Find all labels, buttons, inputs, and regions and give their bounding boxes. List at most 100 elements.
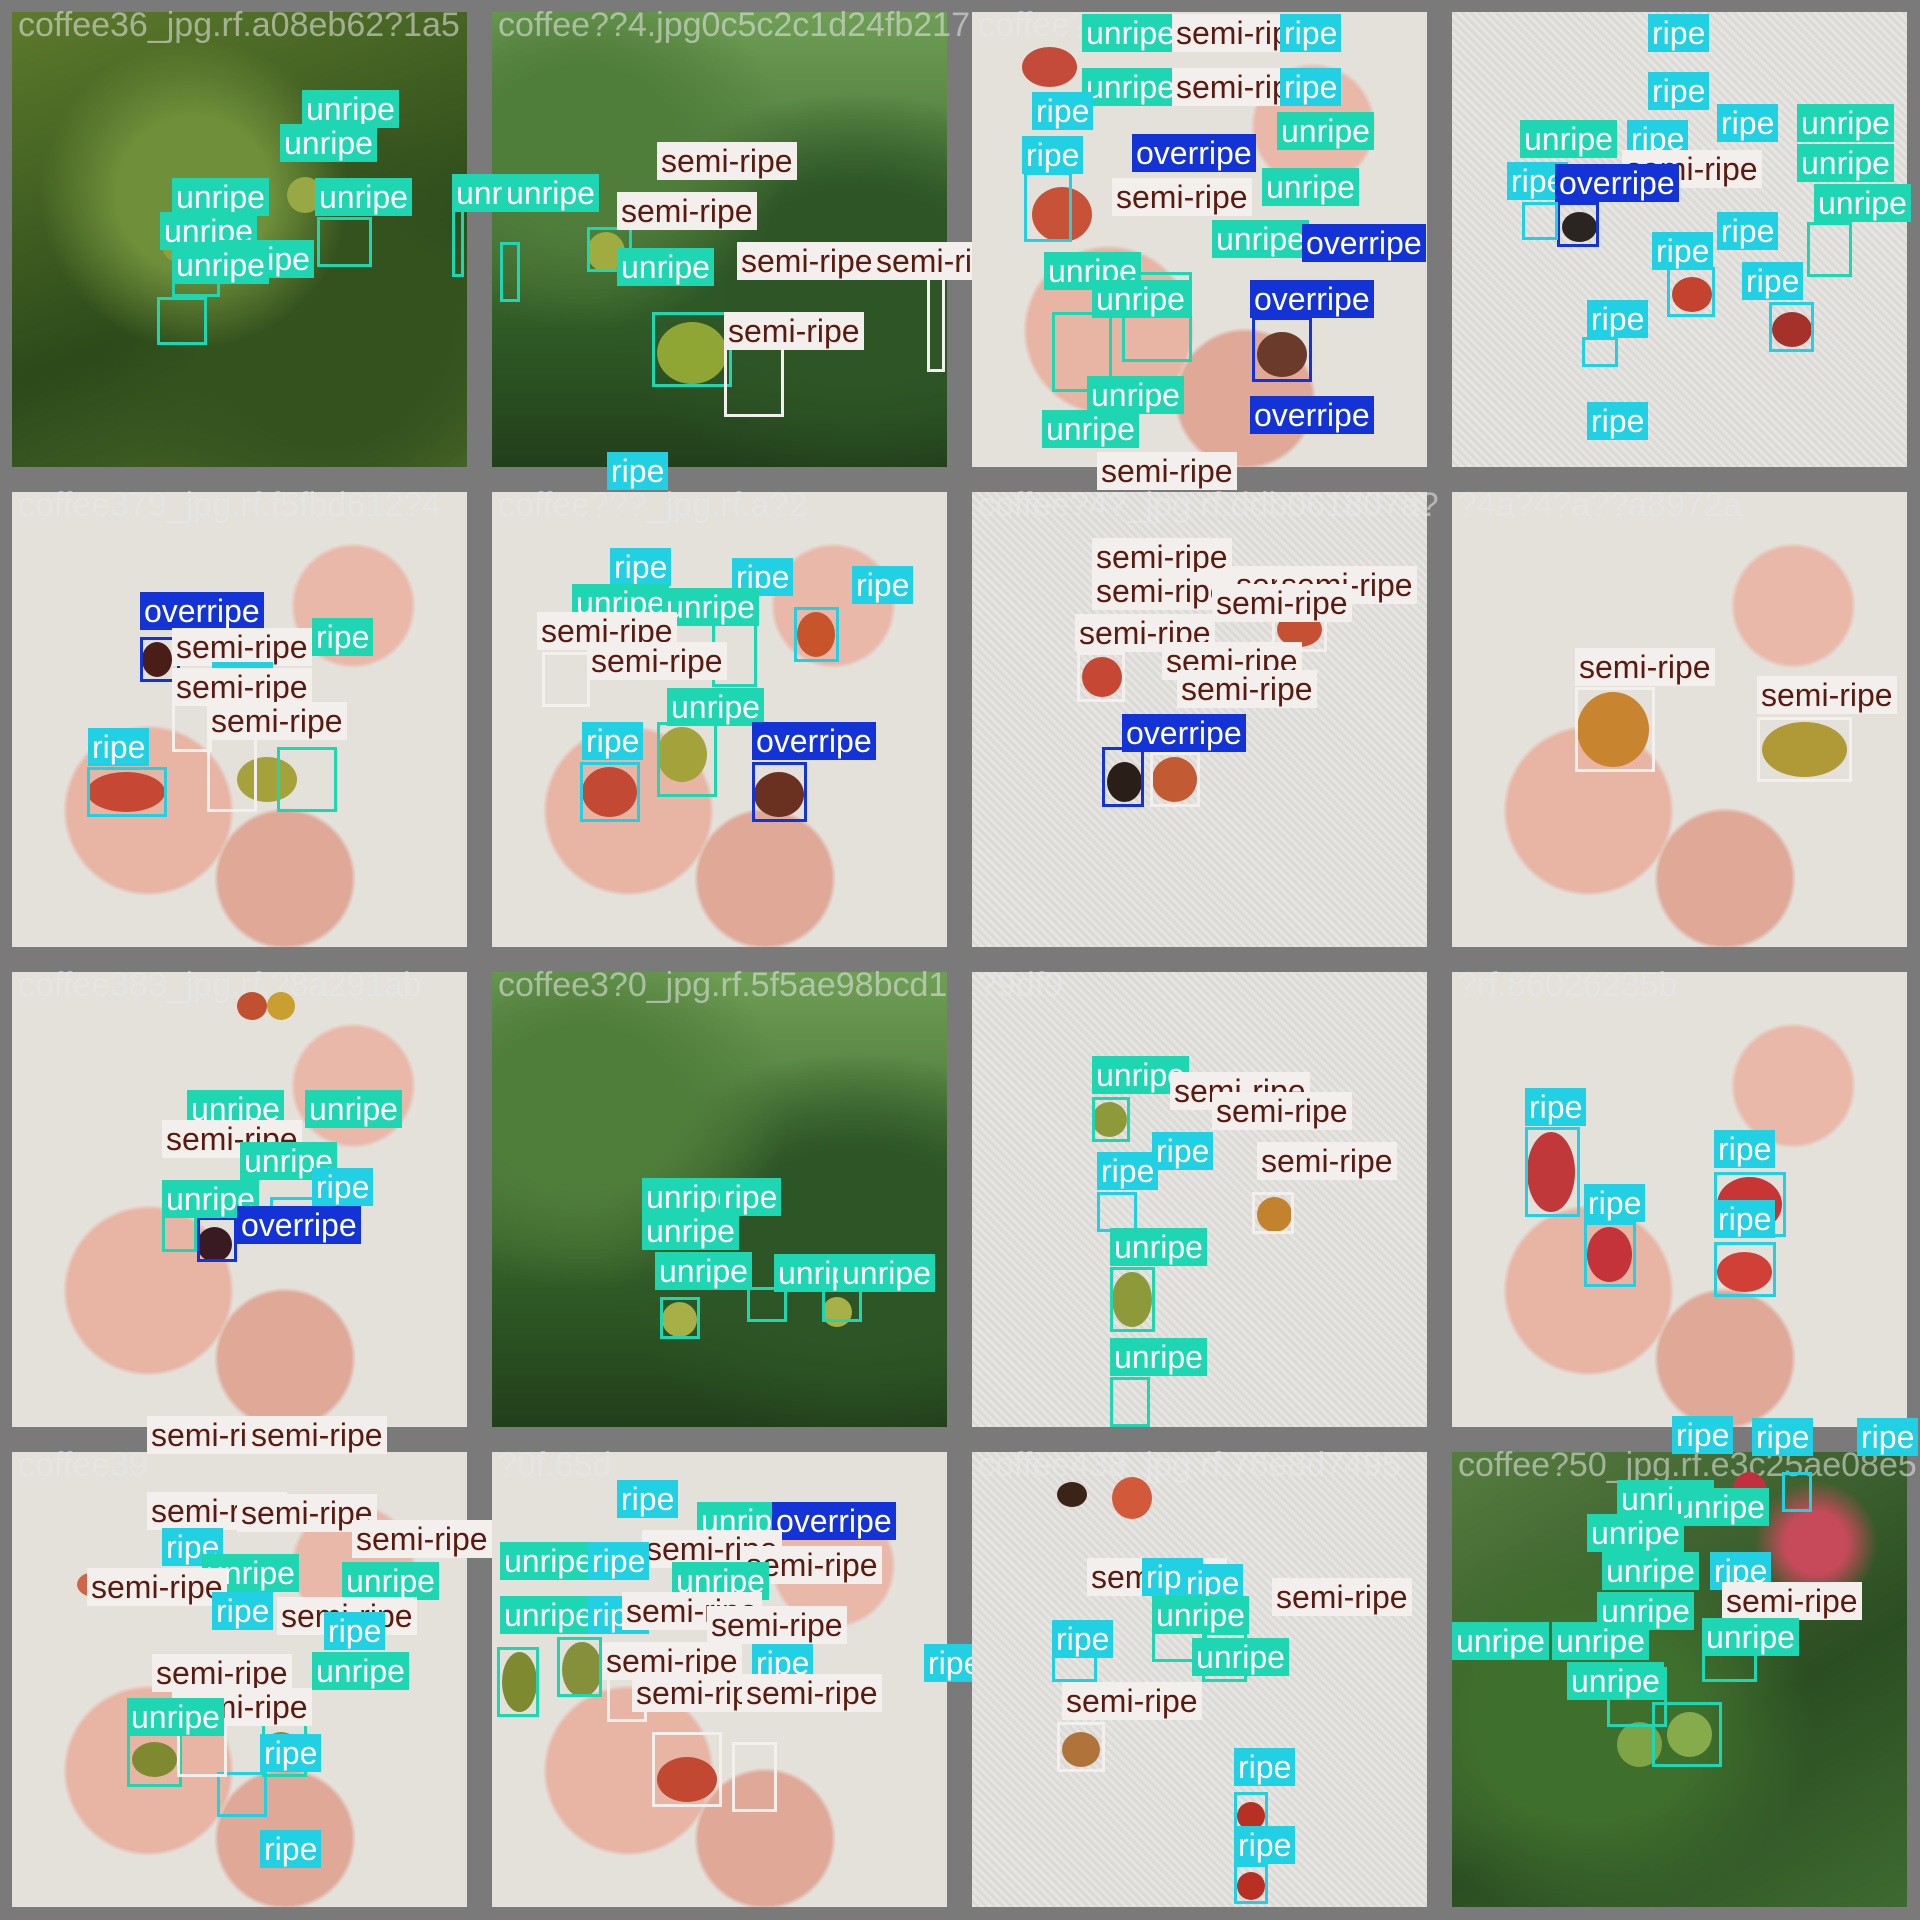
detection-label: ripe (1584, 1184, 1646, 1222)
detection-box (1057, 1722, 1105, 1772)
coffee-bean (1257, 332, 1307, 377)
detection-box (197, 1217, 237, 1262)
coffee-bean (657, 727, 707, 782)
coffee-bean (1672, 277, 1712, 312)
detection-box (1757, 717, 1852, 782)
detection-label: unripe (1567, 1662, 1664, 1700)
tile-image (972, 1452, 1427, 1907)
detection-box (1024, 172, 1072, 242)
tile-12: ?rf.86026235b ripe ripe ripe ripe (1452, 966, 1907, 1427)
detection-label: unripe (305, 1090, 402, 1128)
detection-box (172, 702, 212, 752)
detection-label: ripe (852, 566, 914, 604)
detection-label: semi-ripe (207, 702, 347, 740)
coffee-bean (1112, 1477, 1152, 1519)
detection-label: unripe (642, 1212, 739, 1250)
detection-label: semi-ripe (1212, 584, 1352, 622)
detection-label: semi-ripe (1112, 178, 1252, 216)
detection-label: overripe (1250, 396, 1374, 434)
detection-label: ripe (312, 1168, 374, 1206)
detection-label: ripe (1714, 1130, 1776, 1168)
detection-box (1077, 652, 1125, 702)
detection-label: semi-ripe (1092, 572, 1232, 610)
detection-label: unripe (617, 248, 714, 286)
detection-label: unripe (1082, 68, 1179, 106)
detection-label: unripe (1192, 1638, 1289, 1676)
detection-label: semi-ripe (1257, 1142, 1397, 1180)
detection-box (127, 1732, 182, 1787)
detection-label: overripe (237, 1206, 361, 1244)
coffee-bean (582, 767, 637, 817)
detection-label: semi-ripe (172, 628, 312, 666)
coffee-bean (1667, 1712, 1712, 1757)
detection-label: semi-ripe (1097, 452, 1237, 490)
detection-label: unripe (502, 174, 599, 212)
detection-box (1525, 1127, 1580, 1217)
detection-label: unripe (172, 178, 269, 216)
detection-label: unripe (1452, 1622, 1549, 1660)
detection-label: semi-ripe (724, 312, 864, 350)
detection-label: unripe (1277, 112, 1374, 150)
detection-label: unripe (1797, 104, 1894, 142)
detection-box (1782, 1472, 1812, 1512)
detection-box (497, 1647, 539, 1717)
coffee-bean (132, 1742, 177, 1777)
coffee-bean (1062, 1732, 1100, 1767)
detection-label: semi-ripe (352, 1520, 492, 1558)
detection-label: semi-ripe (1212, 1092, 1352, 1130)
detection-label: semi-ripe (1092, 538, 1232, 576)
detection-label: ripe (1022, 136, 1084, 174)
coffee-bean (1152, 757, 1197, 802)
detection-label: unripe (172, 246, 269, 284)
detection-label: overripe (1122, 714, 1246, 752)
coffee-bean (267, 992, 295, 1020)
detection-label: ripe (312, 618, 374, 656)
detection-label: semi-ripe (1722, 1582, 1862, 1620)
detection-box (557, 1637, 602, 1697)
coffee-bean (562, 1642, 602, 1697)
detection-box (1807, 222, 1852, 277)
detection-label: ripe (610, 548, 672, 586)
tile-4: ripe ripe unripe ripe ripe unripe semi-r… (1452, 12, 1911, 467)
detection-label: ripe (212, 1592, 274, 1630)
detection-box (1092, 1097, 1130, 1142)
tile-8: ?4a?4?a??a8972a semi-ripe semi-ripe (1452, 486, 1907, 947)
detection-label: overripe (772, 1502, 896, 1540)
detection-label: semi-ripe (237, 1494, 377, 1532)
detection-label: overripe (1555, 164, 1679, 202)
tile-9: coffee383_jpg.rf.?8a291ab unripe unripe … (12, 966, 467, 1427)
detection-label: overripe (1250, 280, 1374, 318)
tile-10: coffee3?0_jpg.rf.5f5ae98bcd1 unripe ripe… (492, 966, 947, 1427)
detection-label: ripe (1234, 1826, 1296, 1864)
coffee-bean (1772, 312, 1812, 347)
detection-box (1252, 1192, 1294, 1234)
detection-label: ripe (1052, 1620, 1114, 1658)
detection-label: unripe (1092, 280, 1189, 318)
detection-label: ripe (1752, 1418, 1814, 1456)
detection-label: ripe (617, 1480, 679, 1518)
coffee-bean (1032, 187, 1092, 242)
tile-2: coffee??4.jpg0c5c2c1d24fb217 unripe unri… (452, 6, 1012, 490)
detection-label: unripe (280, 124, 377, 162)
tile-11: ?9df9 unripe semi-ripe semi-ripe ripe ri… (972, 966, 1427, 1427)
coffee-bean (1092, 1102, 1127, 1137)
coffee-bean (1082, 657, 1122, 697)
detection-label: unripe (500, 1596, 597, 1634)
detection-label: unripe (1814, 184, 1911, 222)
tile-16: coffee?50_jpg.rf.e3c25ae08e5 ripe ripe r… (1452, 1416, 1919, 1907)
coffee-bean (502, 1652, 537, 1712)
detection-label: ripe (1717, 212, 1779, 250)
detection-box (794, 607, 839, 662)
detection-label: semi-ripe (1272, 1578, 1412, 1616)
detection-label: semi-ripe (1757, 676, 1897, 714)
detection-label: semi-ripe (1177, 670, 1317, 708)
coffee-bean (1237, 1872, 1265, 1900)
detection-label: unripe (655, 1252, 752, 1290)
detection-box (652, 1732, 722, 1807)
detection-box (822, 1287, 862, 1322)
coffee-bean (87, 772, 165, 812)
detection-label: unripe (838, 1254, 935, 1292)
detection-label: ripe (1652, 232, 1714, 270)
detection-box (1110, 1377, 1150, 1427)
